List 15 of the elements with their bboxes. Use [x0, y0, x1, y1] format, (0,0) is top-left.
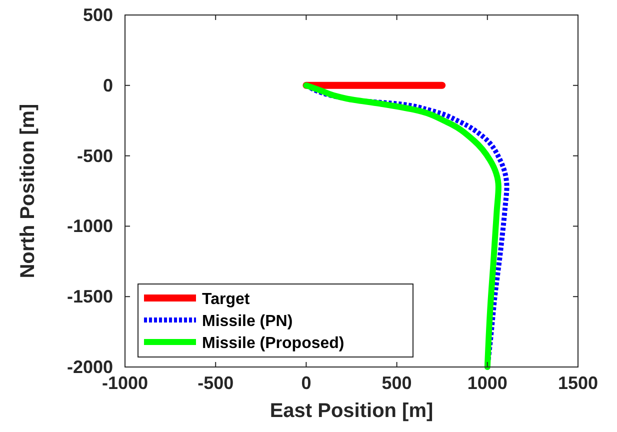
x-tick-label: 1000 — [467, 373, 508, 393]
y-tick-label: -500 — [76, 146, 113, 166]
legend-label: Target — [202, 291, 250, 308]
y-tick-label: -1500 — [66, 286, 113, 307]
y-tick-label: 500 — [82, 5, 113, 25]
x-tick-label: 0 — [301, 373, 312, 393]
x-tick-label: 1500 — [558, 373, 598, 393]
y-tick-label: 0 — [102, 75, 113, 96]
x-tick-label: 500 — [382, 373, 412, 393]
x-axis-title: East Position [m] — [270, 400, 434, 422]
y-axis-title: North Position [m] — [17, 104, 39, 278]
x-tick-label: -500 — [198, 373, 234, 393]
y-tick-label: -1000 — [66, 216, 113, 236]
legend-label: Missile (Proposed) — [202, 335, 344, 352]
legend-label: Missile (PN) — [202, 313, 293, 330]
